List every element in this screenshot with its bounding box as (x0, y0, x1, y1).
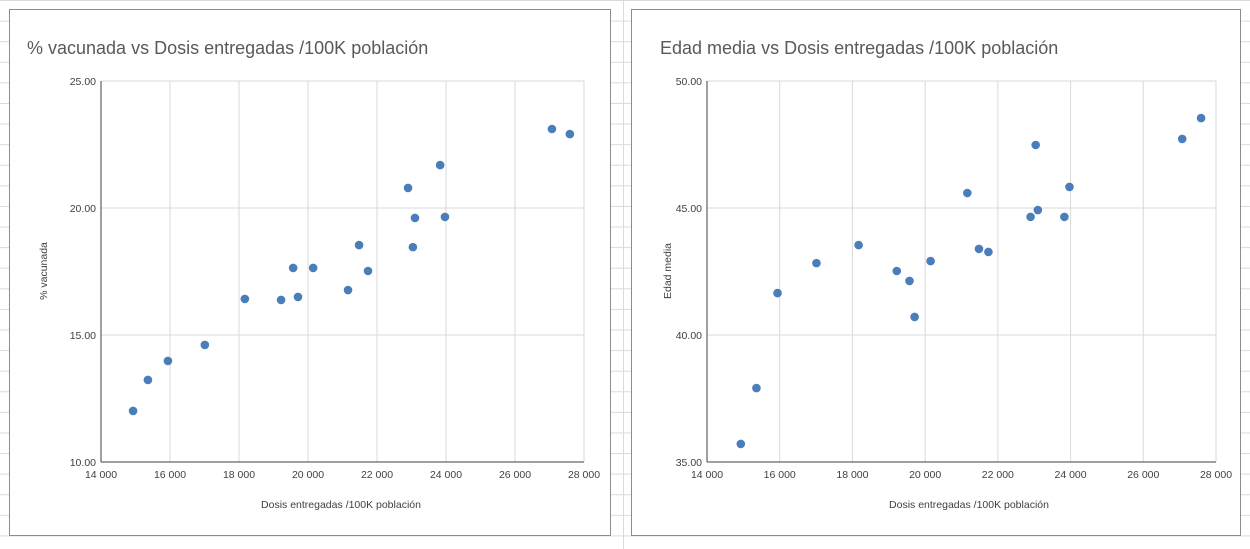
x-tick-label: 18 000 (223, 469, 255, 481)
chart-svg: % vacunada vs Dosis entregadas /100K pob… (27, 38, 600, 511)
data-point[interactable] (1031, 140, 1040, 150)
y-axis-label: % vacunada (38, 242, 50, 300)
y-tick-label: 10.00 (70, 457, 96, 469)
x-tick-label: 16 000 (764, 469, 796, 481)
y-axis-label: Edad media (662, 243, 674, 299)
data-point[interactable] (408, 242, 418, 252)
x-tick-label: 22 000 (361, 469, 393, 481)
data-point[interactable] (240, 294, 250, 304)
x-tick-label: 24 000 (1055, 469, 1087, 481)
data-point[interactable] (1065, 182, 1074, 192)
data-point[interactable] (773, 288, 782, 298)
y-tick-label: 20.00 (70, 203, 96, 215)
data-point[interactable] (128, 406, 138, 416)
data-point[interactable] (910, 312, 919, 322)
data-points (128, 124, 575, 416)
x-tick-label: 20 000 (292, 469, 324, 481)
data-point[interactable] (984, 247, 993, 257)
data-point[interactable] (974, 244, 984, 254)
data-point[interactable] (354, 240, 364, 250)
data-point[interactable] (440, 212, 450, 222)
x-tick-label: 14 000 (691, 469, 723, 481)
x-tick-label: 14 000 (85, 469, 117, 481)
x-tick-label: 28 000 (1200, 469, 1232, 481)
data-point[interactable] (892, 266, 902, 276)
x-tick-label: 22 000 (982, 469, 1014, 481)
data-point[interactable] (926, 256, 935, 266)
data-point[interactable] (1177, 134, 1187, 144)
y-tick-label: 40.00 (676, 330, 702, 342)
y-tick-label: 50.00 (676, 76, 702, 88)
x-tick-label: 24 000 (430, 469, 462, 481)
sheet-gridline (623, 0, 624, 549)
data-point[interactable] (905, 276, 914, 286)
chart-title: Edad media vs Dosis entregadas /100K pob… (660, 38, 1058, 58)
gridlines (100, 80, 585, 463)
data-point[interactable] (163, 356, 173, 366)
y-tick-label: 35.00 (676, 457, 702, 469)
gridlines (706, 80, 1217, 463)
data-points (736, 113, 1206, 449)
data-point[interactable] (963, 188, 972, 198)
data-point[interactable] (293, 292, 303, 302)
chart-vacunada-vs-dosis[interactable]: % vacunada vs Dosis entregadas /100K pob… (9, 9, 611, 536)
x-tick-label: 18 000 (836, 469, 868, 481)
y-tick-label: 25.00 (70, 76, 96, 88)
x-tick-label: 20 000 (909, 469, 941, 481)
data-point[interactable] (288, 263, 298, 273)
data-point[interactable] (547, 124, 557, 134)
x-tick-label: 28 000 (568, 469, 600, 481)
data-point[interactable] (276, 295, 286, 305)
data-point[interactable] (1060, 212, 1069, 222)
x-tick-label: 16 000 (154, 469, 186, 481)
data-point[interactable] (1033, 205, 1043, 215)
data-point[interactable] (200, 340, 210, 350)
y-tick-label: 15.00 (70, 330, 96, 342)
data-point[interactable] (363, 266, 373, 276)
data-point[interactable] (403, 183, 413, 193)
data-point[interactable] (435, 160, 445, 170)
data-point[interactable] (410, 213, 420, 223)
data-point[interactable] (752, 383, 761, 393)
chart-svg: Edad media vs Dosis entregadas /100K pob… (660, 38, 1232, 511)
data-point[interactable] (854, 240, 863, 250)
data-point[interactable] (1026, 212, 1035, 222)
data-point[interactable] (1196, 113, 1206, 123)
data-point[interactable] (143, 375, 153, 385)
data-point[interactable] (812, 258, 821, 268)
chart-title: % vacunada vs Dosis entregadas /100K pob… (27, 38, 428, 58)
data-point[interactable] (308, 263, 318, 273)
data-point[interactable] (736, 439, 746, 449)
x-tick-label: 26 000 (499, 469, 531, 481)
x-axis-label: Dosis entregadas /100K población (261, 499, 421, 511)
y-tick-label: 45.00 (676, 203, 702, 215)
data-point[interactable] (343, 285, 353, 295)
data-point[interactable] (565, 129, 575, 139)
x-axis-label: Dosis entregadas /100K población (889, 499, 1049, 511)
chart-edad-vs-dosis[interactable]: Edad media vs Dosis entregadas /100K pob… (631, 9, 1241, 536)
x-tick-label: 26 000 (1127, 469, 1159, 481)
